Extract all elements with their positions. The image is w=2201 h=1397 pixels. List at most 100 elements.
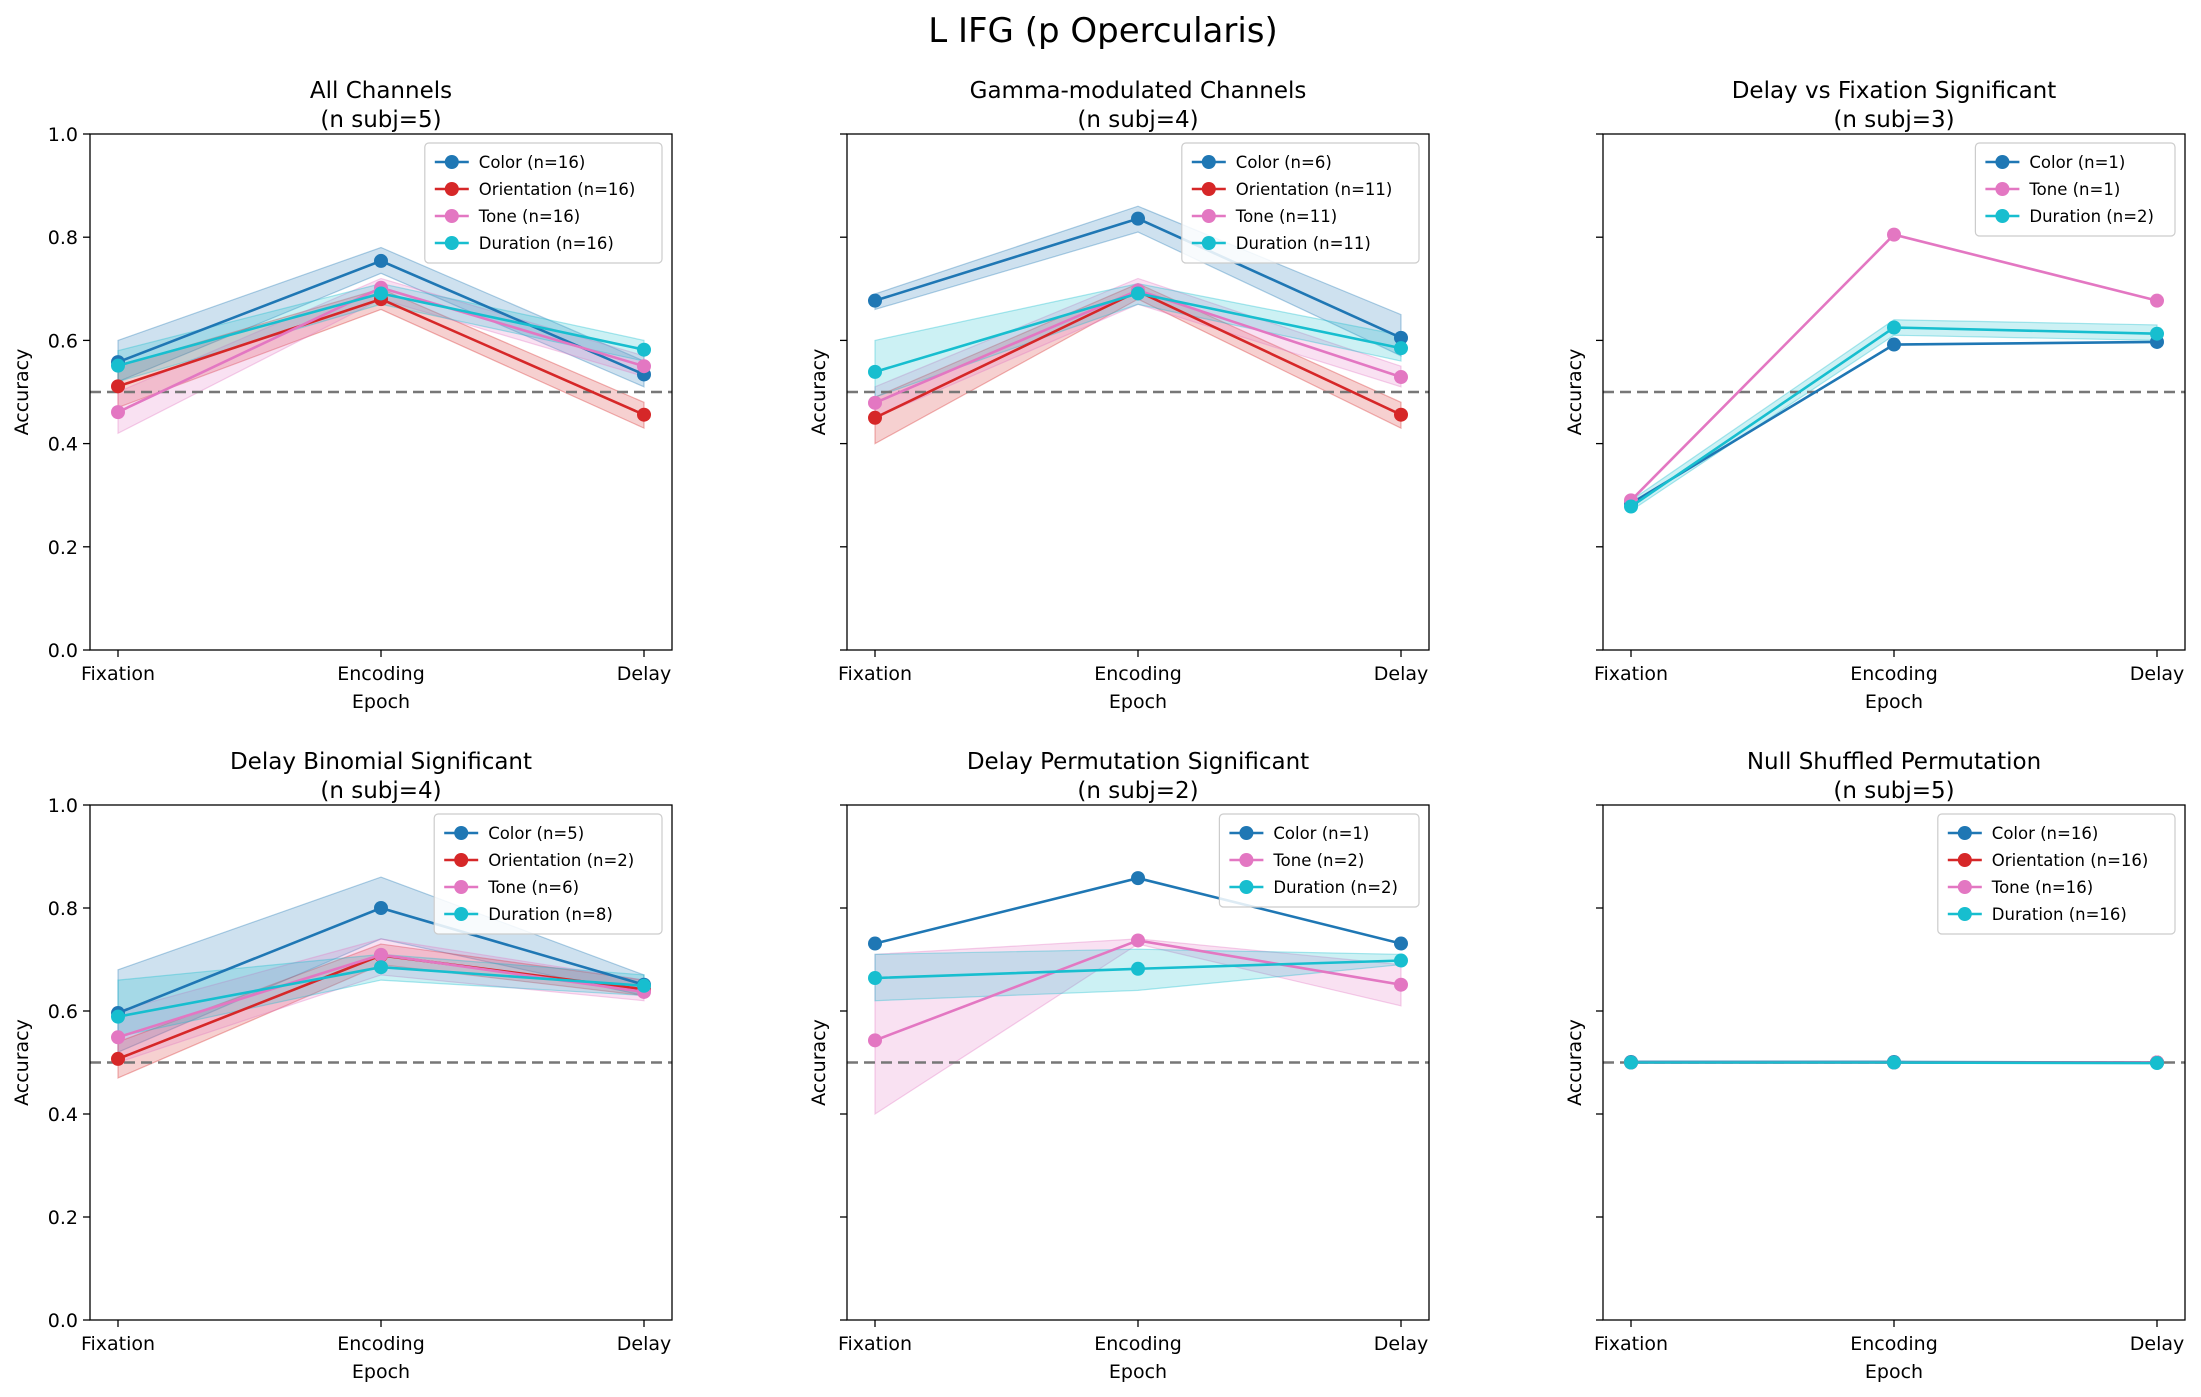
legend-marker [454,907,469,921]
x-tick-label: Encoding [1094,1333,1182,1355]
legend-entry: Color (n=16) [479,153,585,172]
figure-title: L IFG (p Opercularis) [928,11,1278,51]
legend-marker [1957,907,1972,921]
legend: Color (n=16) Orientation (n=16) Tone (n=16… [1937,813,2176,935]
data-point [1394,936,1408,951]
legend-marker [1239,880,1254,894]
data-point [868,410,882,425]
data-point [1394,330,1408,345]
data-point [1131,286,1145,301]
legend-box [1181,142,1420,264]
x-axis-label: Epoch [1109,1361,1167,1383]
y-axis-label: Accuracy [808,349,830,436]
y-tick-label: 0.8 [48,227,78,249]
legend-marker [454,880,469,894]
y-tick-label: 0.6 [48,330,78,352]
legend-marker [444,236,459,250]
legend: Color (n=1) Tone (n=2) Duration (n=2) [1218,813,1420,908]
legend-entry: Orientation (n=16) [479,180,636,199]
legend-marker [1957,880,1972,894]
legend-entry: Duration (n=16) [479,234,614,253]
chart-panel: All Channels (n subj=5) Fixation Encoding De… [11,78,673,713]
data-point [868,293,882,308]
legend: Color (n=6) Orientation (n=11) Tone (n=11)… [1181,142,1420,264]
legend-entry: Duration (n=2) [2029,207,2154,226]
legend-box [1974,142,2176,237]
data-point [2150,1056,2164,1071]
x-tick-label: Encoding [1094,663,1182,685]
x-axis-label: Epoch [1109,691,1167,713]
legend-entry: Tone (n=2) [1272,851,1364,870]
data-point [868,936,882,951]
y-axis-label: Accuracy [1564,1019,1586,1106]
data-point [1624,499,1638,514]
chart-title: (n subj=3) [1833,107,1954,133]
legend-entry: Color (n=16) [1992,824,2098,843]
x-axis-label: Epoch [352,691,410,713]
data-point [1394,977,1408,992]
y-tick-label: 0.4 [48,434,78,456]
legend-entry: Duration (n=16) [1992,905,2127,924]
x-tick-label: Delay [2130,663,2185,685]
legend-marker [444,155,459,169]
y-tick-label: 0.0 [48,1310,78,1332]
legend-marker [444,182,459,196]
legend-entry: Duration (n=2) [1273,878,1398,897]
data-point [1131,871,1145,886]
y-tick-label: 0.6 [48,1001,78,1023]
data-point [1131,211,1145,226]
x-tick-label: Fixation [81,663,155,685]
legend-box [433,813,663,935]
y-tick-label: 1.0 [48,124,78,146]
legend-entry: Orientation (n=2) [488,851,634,870]
legend-entry: Color (n=5) [488,824,584,843]
x-tick-label: Encoding [337,663,425,685]
data-point [111,379,125,394]
data-point [1624,1055,1638,1070]
y-axis-label: Accuracy [11,349,33,436]
legend-entry: Orientation (n=11) [1236,180,1393,199]
chart-title: Delay vs Fixation Significant [1732,78,2057,104]
legend: Color (n=16) Orientation (n=16) Tone (n=16… [424,142,663,264]
legend-marker [1995,182,2010,196]
data-point [1394,370,1408,385]
x-tick-label: Delay [617,1333,672,1355]
data-point [868,395,882,410]
chart-title: (n subj=4) [1077,107,1198,133]
data-point [868,1033,882,1048]
y-axis-label: Accuracy [1564,349,1586,436]
confidence-band [874,205,1402,357]
legend-entry: Tone (n=16) [478,207,580,226]
data-point [111,1030,125,1045]
legend-marker [444,209,459,223]
x-axis-label: Epoch [1865,691,1923,713]
data-point [868,971,882,986]
data-point [1131,961,1145,976]
x-tick-label: Encoding [337,1333,425,1355]
data-point [2150,326,2164,341]
x-tick-label: Delay [617,663,672,685]
chart-panel: Delay Permutation Significant (n subj=2) F… [808,749,1430,1383]
series-line [1630,326,2158,508]
y-tick-label: 0.0 [48,640,78,662]
data-point [1394,407,1408,422]
y-tick-label: 0.2 [48,1207,78,1229]
legend-marker [1201,236,1216,250]
legend-entry: Color (n=1) [1273,824,1369,843]
chart-panel: Null Shuffled Permutation (n subj=5) Fixat… [1564,749,2186,1383]
legend-marker [1239,826,1254,840]
data-point [1394,953,1408,968]
data-point [1887,337,1901,352]
chart-title: (n subj=5) [320,107,441,133]
x-tick-label: Delay [1374,1333,1429,1355]
legend-entry: Tone (n=16) [1991,878,2093,897]
data-point [1887,320,1901,335]
legend-entry: Duration (n=11) [1236,234,1371,253]
data-point [111,358,125,373]
x-tick-label: Fixation [1594,663,1668,685]
x-tick-label: Fixation [81,1333,155,1355]
x-tick-label: Delay [1374,663,1429,685]
legend-marker [1957,853,1972,867]
x-tick-label: Encoding [1850,1333,1938,1355]
data-point [111,1009,125,1024]
